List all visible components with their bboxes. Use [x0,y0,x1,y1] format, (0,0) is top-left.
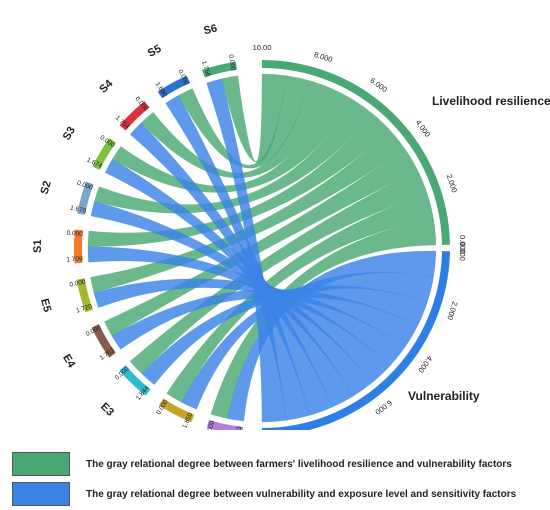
tick-label: 2.000 [445,173,460,194]
tick-label: 4.000 [416,354,434,375]
tick-label: 0.000 [458,242,467,261]
ribbon-vulnerability-s3 [104,158,354,408]
factor-arc-s6 [202,61,238,78]
legend-item-vulnerability: The gray relational degree between vulne… [12,481,542,507]
ribbon-vulnerability-e5 [93,278,406,367]
factor-arc-s3 [92,138,116,171]
factor-name-s1: S1 [32,239,44,253]
factor-min-label: 0.000 [66,230,83,238]
factor-max-label: 1.843 [234,426,243,430]
factor-max-label: 1.670 [69,205,87,215]
tick-label: 10.00 [253,43,272,52]
ribbon-livelihood-s3 [112,88,354,193]
legend-label-vulnerability: The gray relational degree between vulne… [86,488,517,500]
ribbons-layer [87,73,437,423]
tick-label: 8.000 [313,50,334,64]
factor-max-label: 1.720 [75,303,93,315]
tick-label: 6.000 [373,398,393,417]
factor-name-s6: S6 [203,23,219,38]
factor-arc-s1 [74,229,83,264]
factor-arc-e1 [206,420,244,430]
factor-arc-s5 [157,75,191,99]
ribbon-vulnerability-s2 [90,200,373,397]
ribbon-livelihood-s4 [140,80,334,179]
tick-label: 4.000 [414,118,432,138]
ribbon-vulnerability-e4 [111,289,418,350]
legend-swatch-blue [12,482,70,506]
target-label-vulnerability: Vulnerability [408,389,480,403]
legend-label-livelihood: The gray relational degree between farme… [86,458,512,470]
factor-min-label: 0.000 [69,279,87,289]
factor-name-s5: S5 [146,43,164,60]
factor-min-label: 0.000 [205,420,216,430]
factor-arc-e5 [76,278,93,313]
factor-name-s2: S2 [39,179,54,195]
factor-name-e5: E5 [38,297,53,313]
factor-arc-e3 [119,365,151,396]
ribbon-livelihood-s6 [221,73,287,163]
factor-name-s4: S4 [97,77,116,96]
legend-item-livelihood: The gray relational degree between farme… [12,451,542,477]
ribbon-vulnerability-s6 [206,78,287,423]
chord-diagram: 0.000 2.000 4.000 6.000 8.000 10.00 0.000 2.000… [32,23,550,430]
factor-arc-e2 [158,398,195,423]
tick-label: 6.000 [368,76,389,94]
arcs-layer [74,60,450,430]
factor-min-label: 0.000 [227,54,237,72]
legend-swatch-green [12,452,70,476]
tick-label: 0.000 [458,235,467,254]
tick-label: 8.000 [321,429,342,430]
factor-max-label: 1.709 [66,256,83,264]
factor-name-e3: E3 [98,401,116,419]
factor-name-s3: S3 [61,125,78,143]
target-arc-0 [261,60,450,245]
ribbon-vulnerability-s4 [129,122,334,416]
factor-max-label: 1.763 [99,347,117,362]
factor-arc-e4 [91,324,116,358]
factor-max-label: 1.680 [154,81,169,99]
factor-arc-s4 [119,101,150,131]
factor-max-label: 1.756 [200,60,212,78]
ribbon-livelihood-s2 [94,99,373,214]
target-label-livelihood: Livelihood resilience [432,94,550,108]
target-arc-1 [261,251,450,430]
factor-name-e4: E4 [60,352,78,370]
tick-label: 2.000 [445,300,459,321]
factor-arc-s2 [77,181,94,215]
